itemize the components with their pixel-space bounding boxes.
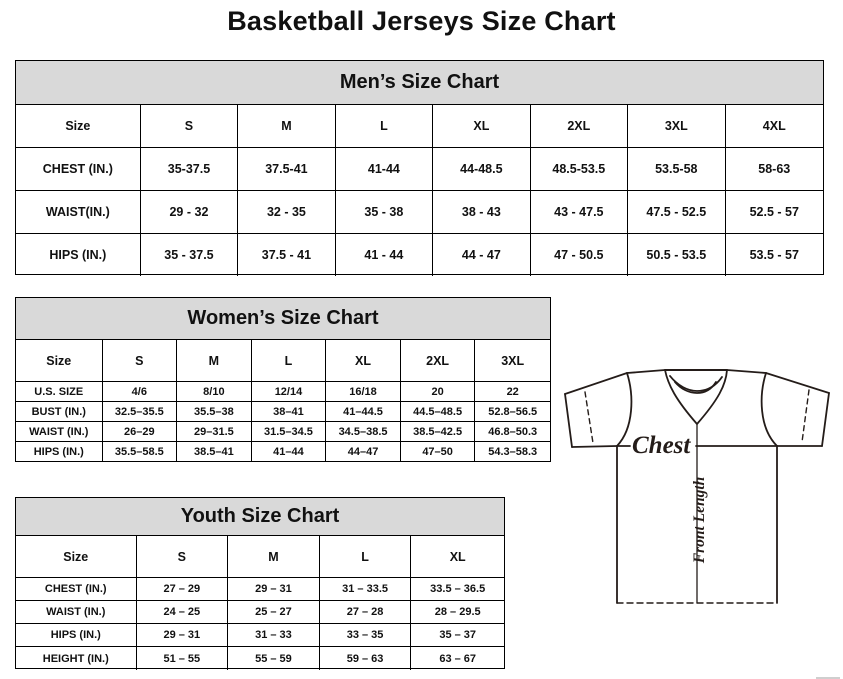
svg-text:Front Length: Front Length: [691, 477, 708, 565]
svg-text:Chest: Chest: [632, 432, 691, 459]
